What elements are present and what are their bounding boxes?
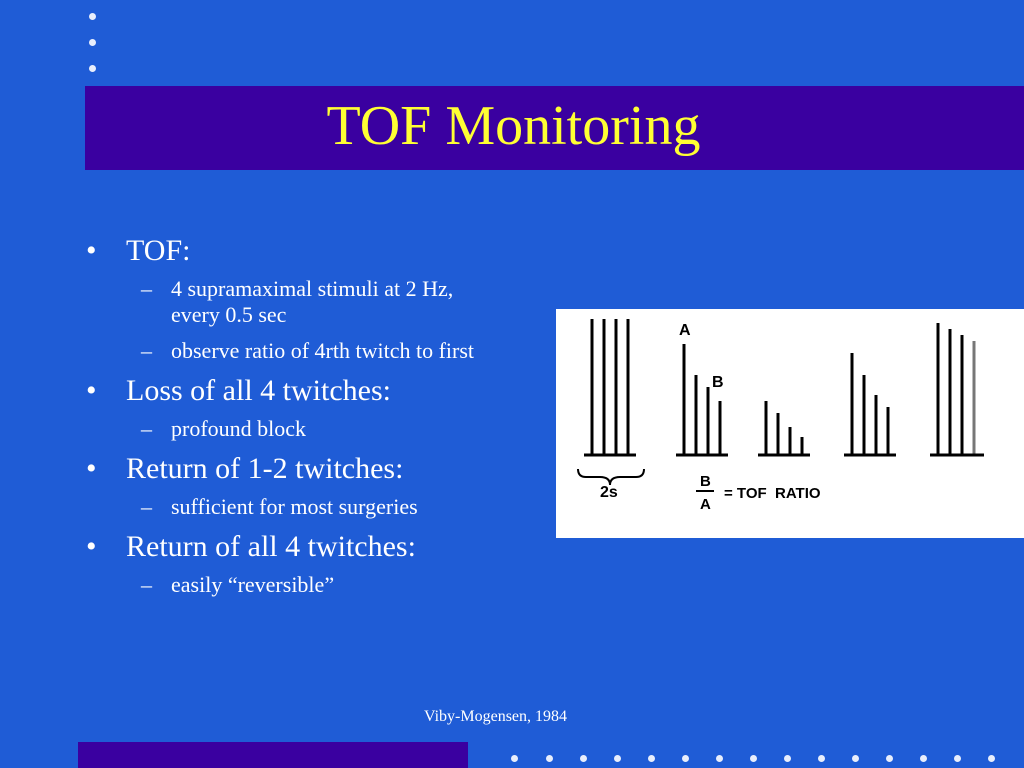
- decorative-dot: [682, 755, 689, 762]
- decorative-dot: [89, 65, 96, 72]
- decorative-dot: [648, 755, 655, 762]
- tof-diagram: 2s A B: [556, 309, 1024, 538]
- bullet-marker: •: [86, 530, 97, 563]
- ratio-numerator: B: [700, 473, 711, 490]
- title-bar: [85, 86, 1024, 170]
- sub-bullet-item: – observe ratio of 4rth twitch to first: [141, 338, 475, 363]
- decorative-dot: [784, 755, 791, 762]
- dash-marker: –: [141, 416, 152, 441]
- bullet-item: • TOF:: [86, 234, 191, 267]
- bullet-item: • Return of 1-2 twitches:: [86, 452, 404, 485]
- label-b: B: [712, 374, 724, 391]
- twitch-group-deep: [758, 401, 810, 457]
- slide-title: TOF Monitoring: [326, 95, 701, 157]
- twitch-group-recovered: [930, 323, 984, 457]
- time-scale-label: 2s: [600, 484, 618, 501]
- dash-marker: –: [141, 494, 152, 519]
- bullet-marker: •: [86, 234, 97, 267]
- bullet-item: • Return of all 4 twitches:: [86, 530, 416, 563]
- decorative-dot: [546, 755, 553, 762]
- decorative-dot: [886, 755, 893, 762]
- decorative-dot: [852, 755, 859, 762]
- dash-marker: –: [141, 338, 152, 363]
- citation: Viby-Mogensen, 1984: [424, 708, 568, 725]
- decorative-dot: [920, 755, 927, 762]
- tof-twitch-diagram: 2s A B: [577, 319, 984, 513]
- twitch-group-full: [584, 319, 636, 457]
- decorative-dot: [954, 755, 961, 762]
- tof-ratio-label: = TOF RATIO: [724, 485, 821, 502]
- bullet-marker: •: [86, 452, 97, 485]
- decorative-dot: [580, 755, 587, 762]
- decorative-dot: [511, 755, 518, 762]
- decorative-dot: [988, 755, 995, 762]
- twitch-group-recovering: [844, 353, 896, 457]
- dash-marker: –: [141, 276, 152, 301]
- label-a: A: [679, 322, 691, 339]
- dash-marker: –: [141, 572, 152, 597]
- bullet-item: • Loss of all 4 twitches:: [86, 374, 391, 407]
- bullet-marker: •: [86, 374, 97, 407]
- sub-bullet-item: – profound block: [141, 416, 307, 441]
- sub-bullet-item: –4 supramaximal stimuli at 2 Hz, every 0…: [141, 276, 454, 327]
- time-scale-bracket: [577, 468, 645, 486]
- bottom-bar: [78, 742, 468, 768]
- decorative-dot: [614, 755, 621, 762]
- twitch-group-fade: [676, 344, 728, 457]
- decorative-dot: [818, 755, 825, 762]
- decorative-dot: [89, 13, 96, 20]
- sub-bullet-item: – easily “reversible”: [141, 572, 335, 597]
- sub-bullet-item: – sufficient for most surgeries: [141, 494, 418, 519]
- bullet-list: • TOF: –4 supramaximal stimuli at 2 Hz, e…: [86, 234, 516, 608]
- decorative-dot: [716, 755, 723, 762]
- ratio-denominator: A: [700, 496, 711, 513]
- decorative-dot: [750, 755, 757, 762]
- decorative-dot: [89, 39, 96, 46]
